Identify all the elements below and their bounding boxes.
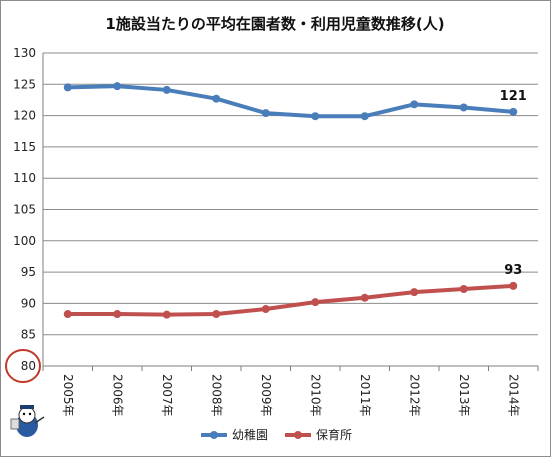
- series-lines: [63, 82, 518, 319]
- chart-title: 1施設当たりの平均在園者数・利用児童数推移(人): [105, 15, 444, 33]
- data-point: [410, 100, 419, 109]
- axis-start-highlight-circle: [5, 349, 41, 383]
- y-tick-label: 110: [13, 171, 36, 185]
- y-tick-label: 90: [21, 296, 36, 310]
- x-tick-label: 2011年: [358, 374, 372, 417]
- data-point: [311, 112, 320, 121]
- legend-label: 幼稚園: [232, 428, 268, 442]
- data-point: [459, 103, 468, 112]
- axes: 80 85 90 95 100 105 110 115 120 125 130 2005年 2006年 2…: [5, 46, 539, 417]
- data-point: [509, 107, 518, 116]
- y-tick-label: 125: [13, 77, 36, 91]
- legend: 幼稚園 保育所: [201, 427, 352, 442]
- data-point: [261, 109, 270, 118]
- series-line-0: [65, 84, 516, 119]
- y-tick-label: 85: [21, 328, 36, 342]
- data-label: 121: [500, 89, 527, 104]
- data-label: 93: [504, 263, 522, 278]
- y-tick-label: 115: [13, 140, 36, 154]
- y-tick-label: 100: [13, 234, 36, 248]
- data-point: [113, 82, 122, 91]
- data-point: [360, 112, 369, 121]
- series-line-1: [65, 283, 516, 317]
- data-point: [212, 94, 221, 103]
- y-tick-label: 120: [13, 109, 36, 123]
- data-point: [113, 310, 122, 319]
- legend-label: 保育所: [316, 427, 352, 442]
- data-labels: 121 93: [500, 89, 527, 278]
- x-tick-label: 2012年: [407, 374, 421, 417]
- y-tick-label: 80: [21, 359, 36, 373]
- data-point: [63, 83, 72, 92]
- x-tick-label: 2010年: [308, 374, 322, 417]
- data-point: [261, 305, 270, 314]
- data-point: [360, 293, 369, 302]
- data-point: [509, 281, 518, 290]
- data-point: [162, 85, 171, 94]
- x-tick-label: 2007年: [160, 374, 174, 417]
- y-tick-label: 130: [13, 46, 36, 60]
- x-tick-label: 2014年: [506, 374, 520, 417]
- legend-swatch-marker: [210, 431, 218, 439]
- legend-swatch-marker: [294, 431, 302, 439]
- data-point: [311, 298, 320, 307]
- data-point: [162, 310, 171, 319]
- x-tick-label: 2013年: [457, 374, 471, 417]
- y-tick-label: 105: [13, 203, 36, 217]
- gridlines: [43, 52, 538, 336]
- x-tick-label: 2005年: [61, 374, 75, 417]
- x-tick-label: 2009年: [259, 374, 273, 417]
- data-point: [410, 288, 419, 297]
- x-tick-label: 2008年: [209, 374, 223, 417]
- data-point: [63, 310, 72, 319]
- x-tick-label: 2006年: [110, 374, 124, 417]
- y-tick-label: 95: [21, 265, 36, 279]
- data-point: [459, 285, 468, 294]
- data-point: [212, 310, 221, 319]
- mascot-illustration: [10, 405, 45, 437]
